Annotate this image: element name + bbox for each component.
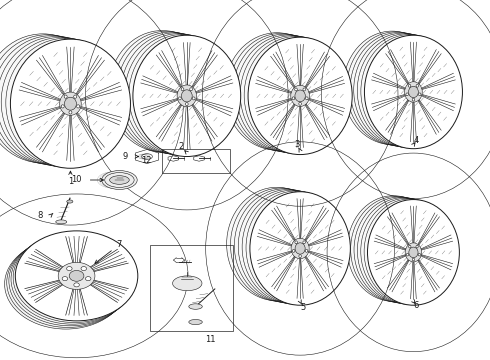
- Ellipse shape: [67, 200, 73, 203]
- Ellipse shape: [305, 249, 308, 252]
- Ellipse shape: [409, 245, 411, 248]
- Ellipse shape: [303, 88, 306, 91]
- Text: 5: 5: [300, 303, 306, 312]
- Ellipse shape: [0, 34, 103, 163]
- Ellipse shape: [189, 320, 202, 325]
- Ellipse shape: [405, 82, 422, 102]
- Ellipse shape: [295, 241, 297, 244]
- Ellipse shape: [76, 105, 80, 108]
- Ellipse shape: [108, 31, 216, 152]
- Ellipse shape: [295, 90, 305, 102]
- Ellipse shape: [416, 245, 418, 248]
- Ellipse shape: [418, 253, 420, 256]
- Ellipse shape: [69, 111, 72, 114]
- Text: 6: 6: [414, 301, 419, 310]
- Bar: [162, 149, 230, 173]
- Ellipse shape: [56, 220, 67, 224]
- Ellipse shape: [299, 255, 301, 257]
- Text: 4: 4: [414, 136, 419, 145]
- Ellipse shape: [65, 97, 76, 110]
- Ellipse shape: [110, 176, 129, 184]
- Text: 1: 1: [68, 177, 73, 186]
- Ellipse shape: [81, 266, 87, 271]
- Ellipse shape: [303, 241, 305, 244]
- Text: 11: 11: [205, 334, 215, 343]
- Ellipse shape: [102, 171, 137, 189]
- Text: 12: 12: [142, 156, 152, 165]
- Ellipse shape: [4, 239, 127, 329]
- Ellipse shape: [299, 102, 301, 105]
- Ellipse shape: [406, 93, 408, 96]
- Ellipse shape: [181, 88, 184, 91]
- Text: 10: 10: [72, 175, 82, 184]
- Ellipse shape: [74, 283, 79, 287]
- Ellipse shape: [305, 97, 308, 100]
- Ellipse shape: [61, 105, 64, 108]
- Ellipse shape: [60, 92, 81, 115]
- Text: 3: 3: [294, 140, 300, 149]
- Text: 2: 2: [178, 142, 183, 151]
- Ellipse shape: [409, 247, 418, 258]
- Ellipse shape: [408, 84, 411, 87]
- Ellipse shape: [193, 97, 195, 100]
- Ellipse shape: [190, 88, 193, 91]
- Ellipse shape: [69, 270, 84, 281]
- Ellipse shape: [64, 95, 67, 98]
- Ellipse shape: [406, 253, 409, 256]
- Ellipse shape: [189, 304, 202, 309]
- Ellipse shape: [343, 31, 441, 145]
- Ellipse shape: [227, 187, 327, 301]
- Ellipse shape: [67, 266, 72, 271]
- Ellipse shape: [405, 243, 422, 262]
- Ellipse shape: [412, 98, 415, 101]
- Ellipse shape: [250, 192, 350, 305]
- Ellipse shape: [74, 95, 77, 98]
- Ellipse shape: [412, 258, 415, 261]
- Bar: [150, 244, 233, 330]
- Ellipse shape: [347, 196, 439, 301]
- Ellipse shape: [295, 243, 305, 254]
- Ellipse shape: [292, 97, 295, 100]
- Ellipse shape: [291, 85, 310, 107]
- Ellipse shape: [85, 276, 91, 281]
- Ellipse shape: [58, 262, 95, 289]
- Ellipse shape: [133, 35, 241, 157]
- Ellipse shape: [293, 249, 295, 252]
- Ellipse shape: [178, 97, 181, 100]
- Ellipse shape: [172, 276, 202, 291]
- Ellipse shape: [418, 93, 421, 96]
- Ellipse shape: [62, 276, 68, 281]
- Ellipse shape: [15, 231, 138, 321]
- Text: 9: 9: [123, 152, 128, 161]
- Text: 7: 7: [117, 240, 122, 249]
- Ellipse shape: [365, 35, 463, 149]
- Ellipse shape: [416, 84, 418, 87]
- Ellipse shape: [248, 37, 352, 154]
- Ellipse shape: [291, 238, 309, 259]
- Ellipse shape: [225, 33, 329, 150]
- Ellipse shape: [10, 39, 130, 168]
- Ellipse shape: [409, 86, 418, 98]
- Text: 8: 8: [37, 211, 43, 220]
- Ellipse shape: [181, 90, 192, 102]
- Ellipse shape: [294, 88, 297, 91]
- Ellipse shape: [185, 103, 188, 105]
- Ellipse shape: [177, 85, 196, 107]
- Ellipse shape: [368, 199, 460, 305]
